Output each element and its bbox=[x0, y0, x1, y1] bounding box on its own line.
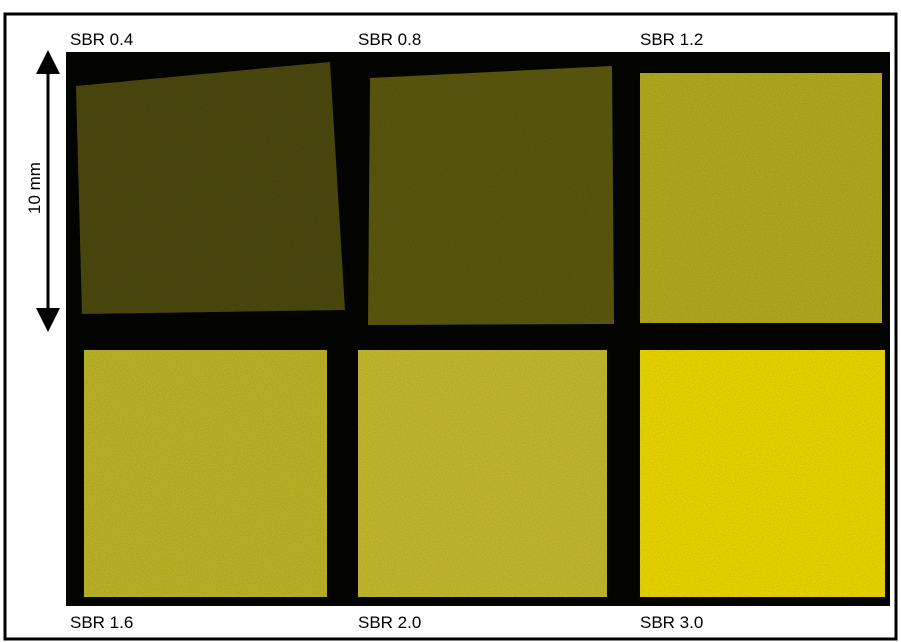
sample-label: SBR 0.4 bbox=[70, 30, 133, 49]
scale-label: 10 mm bbox=[25, 162, 44, 214]
sample bbox=[640, 350, 885, 597]
samples bbox=[76, 62, 885, 597]
sample bbox=[368, 66, 614, 325]
sample-label: SBR 3.0 bbox=[640, 613, 703, 632]
sample bbox=[84, 350, 327, 597]
sample-label: SBR 0.8 bbox=[358, 30, 421, 49]
sample-label: SBR 1.6 bbox=[70, 613, 133, 632]
sample bbox=[76, 62, 345, 314]
sample-label: SBR 1.2 bbox=[640, 30, 703, 49]
sample bbox=[640, 73, 882, 323]
sample bbox=[358, 350, 607, 597]
sample-label: SBR 2.0 bbox=[358, 613, 421, 632]
